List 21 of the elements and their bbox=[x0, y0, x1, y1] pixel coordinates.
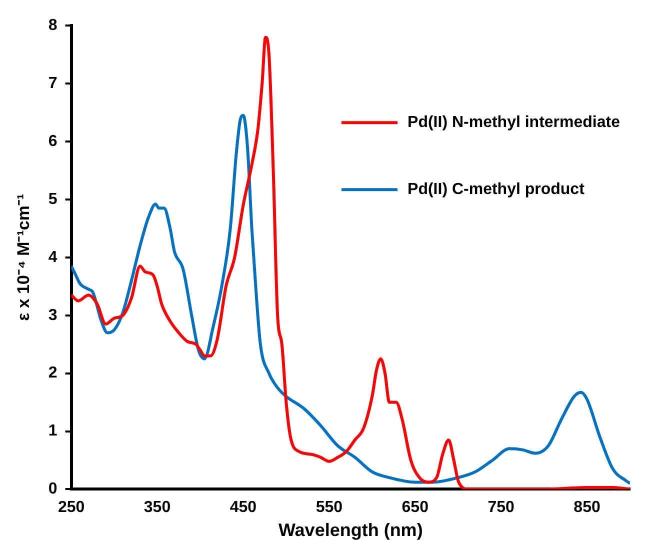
legend-label: Pd(II) C-methyl product bbox=[408, 181, 586, 198]
legend-label: Pd(II) N-methyl intermediate bbox=[408, 114, 620, 132]
x-tick-label: 550 bbox=[316, 499, 343, 516]
x-tick-label: 750 bbox=[488, 499, 515, 516]
y-tick-label: 8 bbox=[48, 17, 58, 34]
x-tick-label: 650 bbox=[402, 499, 429, 516]
y-tick-label: 2 bbox=[48, 364, 58, 382]
y-tick-label: 0 bbox=[48, 480, 58, 498]
y-axis-title: ε x 10⁻⁴ M⁻¹cm⁻¹ bbox=[14, 194, 33, 321]
x-axis-title: Wavelength (nm) bbox=[278, 520, 423, 540]
y-tick-label: 7 bbox=[48, 74, 58, 92]
y-tick-label: 6 bbox=[48, 132, 58, 150]
x-tick-label: 350 bbox=[144, 499, 171, 516]
x-tick-label: 450 bbox=[230, 499, 257, 516]
x-tick-label: 850 bbox=[574, 499, 600, 516]
y-tick-label: 4 bbox=[48, 248, 58, 266]
y-tick-label: 3 bbox=[48, 306, 58, 324]
y-tick-label: 5 bbox=[48, 190, 58, 208]
line-series bbox=[71, 114, 630, 485]
y-tick-label: 1 bbox=[48, 422, 58, 440]
x-tick-label: 250 bbox=[58, 499, 85, 516]
